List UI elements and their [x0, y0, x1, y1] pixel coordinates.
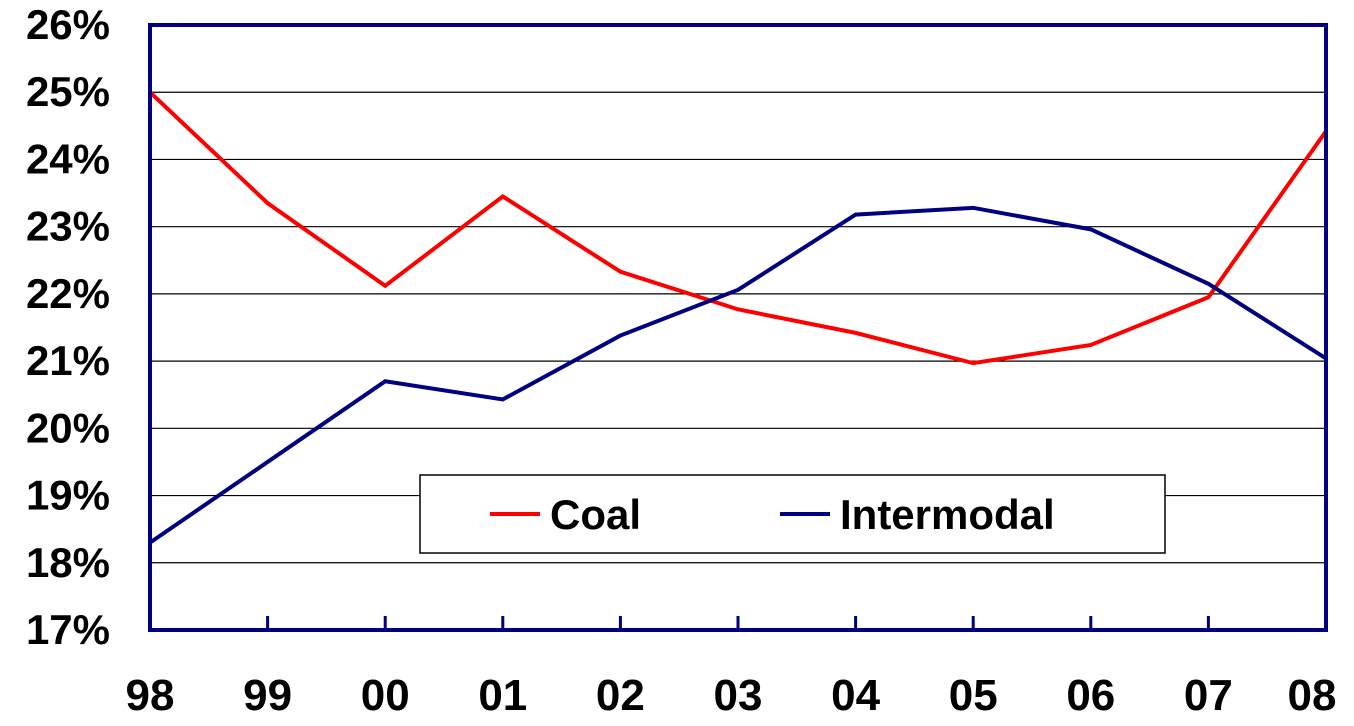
y-tick-label: 21% [26, 337, 110, 384]
y-tick-label: 18% [26, 539, 110, 586]
x-tick-label: 99 [243, 671, 292, 720]
x-axis-tick-marks [266, 616, 1210, 630]
x-tick-label: 02 [596, 671, 645, 720]
series-line-coal [148, 90, 1328, 366]
x-tick-label: 04 [831, 671, 880, 720]
x-tick-label: 98 [126, 671, 175, 720]
y-tick-label: 22% [26, 270, 110, 317]
y-tick-label: 25% [26, 68, 110, 115]
x-tick-label: 08 [1288, 671, 1337, 720]
legend: Coal Intermodal [419, 474, 1166, 554]
x-tick-label: 05 [949, 671, 998, 720]
y-tick-label: 19% [26, 472, 110, 519]
x-tick-label: 03 [714, 671, 763, 720]
legend-label-coal: Coal [550, 491, 641, 538]
x-tick-label: 01 [478, 671, 527, 720]
x-axis-tick-labels: 98 99 00 01 02 03 04 05 06 07 08 [126, 671, 1337, 720]
y-tick-label: 23% [26, 203, 110, 250]
y-tick-label: 24% [26, 135, 110, 182]
legend-label-intermodal: Intermodal [840, 491, 1055, 538]
series-lines [148, 90, 1328, 545]
y-axis-tick-labels: 17% 18% 19% 20% 21% 22% 23% 24% 25% 26% [26, 1, 110, 653]
x-tick-label: 00 [361, 671, 410, 720]
series-line-intermodal [148, 205, 1328, 545]
y-tick-label: 17% [26, 606, 110, 653]
y-tick-label: 20% [26, 404, 110, 451]
x-tick-label: 07 [1184, 671, 1233, 720]
y-tick-label: 26% [26, 1, 110, 48]
x-tick-label: 06 [1066, 671, 1115, 720]
gridlines [150, 91, 1326, 564]
